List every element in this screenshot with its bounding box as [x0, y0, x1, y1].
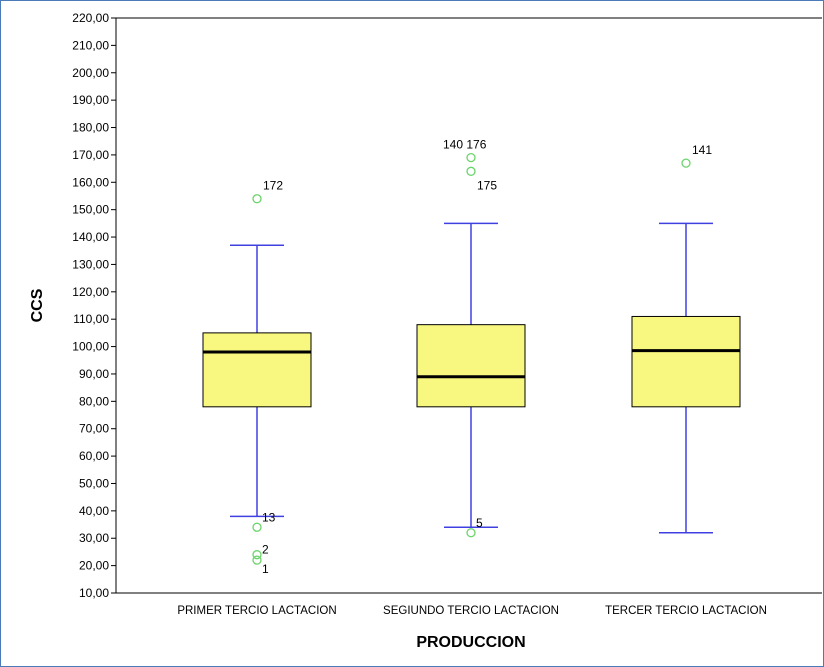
x-axis-categories: PRIMER TERCIO LACTACION SEGIUNDO TERCIO L… — [177, 605, 767, 617]
y-tick-label: 90,00 — [79, 367, 109, 381]
outlier-point — [252, 550, 262, 560]
outlier-point — [466, 528, 476, 538]
outlier-point — [466, 152, 476, 163]
y-tick-label: 110,00 — [73, 312, 109, 326]
x-category-label: PRIMER TERCIO LACTACION — [177, 605, 336, 617]
y-tick-label: 50,00 — [79, 476, 109, 490]
y-tick-label: 180,00 — [72, 121, 109, 135]
iqr-box — [202, 332, 312, 408]
outlier-point — [681, 158, 691, 168]
y-tick-label: 200,00 — [72, 66, 109, 80]
iqr-box — [631, 315, 741, 408]
y-tick-label: 150,00 — [72, 203, 109, 217]
outlier-label: 2 — [262, 543, 269, 557]
y-tick-label: 30,00 — [79, 531, 109, 545]
y-tick-label: 70,00 — [79, 422, 109, 436]
outlier-label: 140 176 — [443, 138, 487, 152]
y-tick-label: 220,00 — [72, 11, 109, 25]
y-tick-label: 190,00 — [72, 93, 109, 107]
outlier-label: 13 — [262, 510, 276, 524]
y-tick-label: 20,00 — [79, 559, 109, 573]
box-group: 172 13 2 1 — [202, 179, 312, 576]
x-category-label: SEGIUNDO TERCIO LACTACION — [383, 605, 559, 617]
y-tick-label: 40,00 — [79, 504, 109, 518]
outlier-label: 175 — [477, 178, 497, 192]
outlier-point — [466, 166, 476, 176]
y-tick-label: 130,00 — [72, 257, 109, 271]
outlier-label: 141 — [692, 143, 712, 157]
outlier-label: 172 — [263, 179, 283, 193]
boxes: 172 13 2 1 140 176 175 5 141 — [202, 138, 741, 576]
box-group: 141 — [631, 143, 741, 534]
y-tick-label: 160,00 — [72, 175, 109, 189]
y-tick-label: 120,00 — [72, 285, 109, 299]
y-tick-label: 60,00 — [79, 449, 109, 463]
outlier-point — [252, 522, 262, 532]
box-group: 140 176 175 5 — [416, 138, 526, 538]
iqr-box — [416, 324, 526, 408]
outlier-point — [252, 194, 262, 204]
y-tick-label: 140,00 — [72, 230, 109, 244]
outlier-point — [252, 555, 262, 565]
y-tick-label: 210,00 — [72, 38, 109, 52]
y-tick-label: 170,00 — [72, 148, 109, 162]
outlier-label: 1 — [262, 562, 269, 576]
y-axis-ticks: 10,00 20,00 30,00 40,00 50,00 60,00 70,00 80,00… — [72, 11, 116, 600]
y-tick-label: 10,00 — [79, 586, 109, 600]
y-axis-label: CCS — [29, 288, 46, 322]
axes — [115, 17, 822, 594]
y-tick-label: 80,00 — [79, 394, 109, 408]
x-category-label: TERCER TERCIO LACTACION — [605, 605, 767, 617]
y-tick-label: 100,00 — [72, 340, 109, 354]
outlier-label: 5 — [476, 516, 483, 530]
x-axis-label: PRODUCCION — [416, 634, 525, 651]
